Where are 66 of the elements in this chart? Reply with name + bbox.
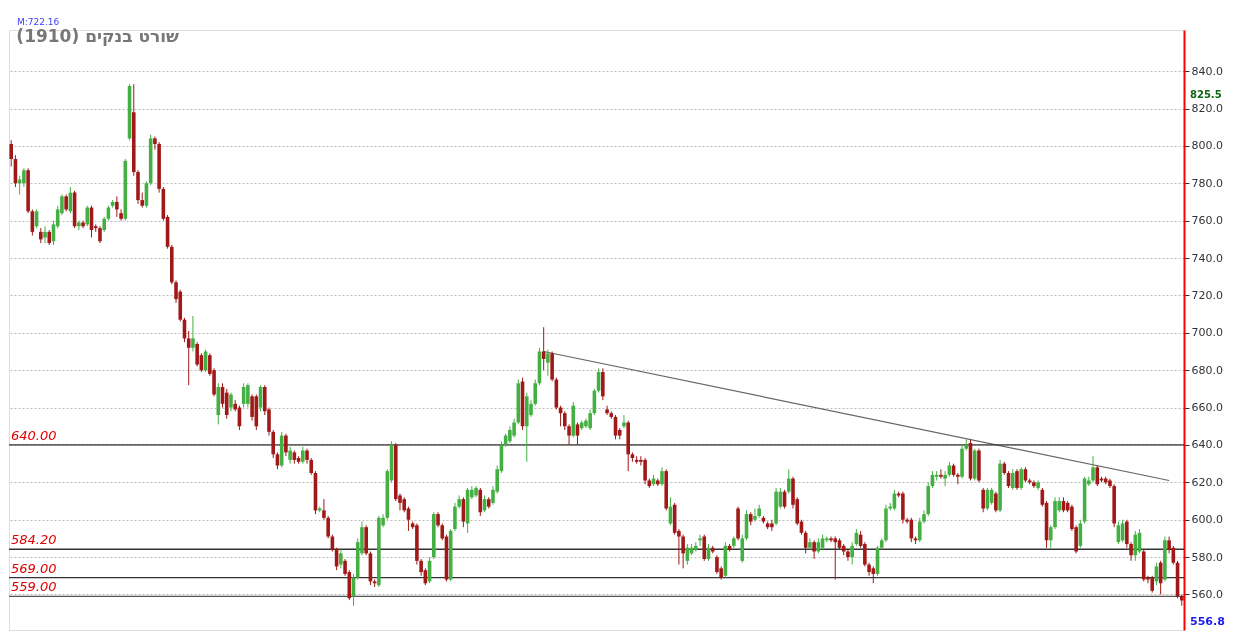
candlestick xyxy=(588,408,592,431)
candlestick xyxy=(85,205,90,227)
candlestick xyxy=(829,536,833,543)
ref-line-label: 569.00 xyxy=(11,560,57,576)
y-tick-label: 620.0 xyxy=(1191,475,1223,489)
y-tick-label: 740.0 xyxy=(1191,251,1223,265)
candlestick xyxy=(740,534,745,564)
candlestick xyxy=(786,468,791,495)
candlestick xyxy=(994,491,998,513)
candlestick xyxy=(698,534,702,547)
y-tick-label: 780.0 xyxy=(1191,176,1223,190)
candlestick xyxy=(846,549,850,562)
ref-line-label: 584.20 xyxy=(11,532,57,548)
candlestick xyxy=(622,414,626,429)
candlestick xyxy=(812,539,816,560)
y-tick-label: 760.0 xyxy=(1191,214,1223,228)
candlestick xyxy=(9,139,14,167)
candlestick xyxy=(1032,479,1036,489)
candlestick xyxy=(22,167,26,188)
chart-title: שורט בנקים (1910) xyxy=(16,26,180,46)
y-tick-label: 680.0 xyxy=(1191,363,1223,377)
candlestick xyxy=(224,388,229,420)
candlestick xyxy=(186,330,191,386)
y-tick-label: 580.0 xyxy=(1191,550,1223,564)
candlestick xyxy=(288,446,292,465)
candlestick xyxy=(284,433,288,457)
candlestick xyxy=(1091,455,1095,483)
candlestick xyxy=(339,549,343,569)
candlestick xyxy=(605,405,609,416)
y-tick-label: 800.0 xyxy=(1191,139,1223,153)
ref-line-label: 559.00 xyxy=(11,579,57,595)
candlestick xyxy=(575,422,580,446)
candlestick xyxy=(246,382,250,409)
candlestick xyxy=(753,508,757,523)
text: 825.5 xyxy=(1190,89,1222,100)
candlestick xyxy=(453,502,457,532)
text: 556.8 xyxy=(1190,615,1225,628)
candlestick xyxy=(981,487,985,513)
ref-line-label: 640.00 xyxy=(11,427,57,443)
y-tick-label: 720.0 xyxy=(1191,288,1223,302)
y-tick-label: 600.0 xyxy=(1191,513,1223,527)
candlestick xyxy=(250,393,254,422)
candlestick xyxy=(229,392,233,412)
y-tick-label: 700.0 xyxy=(1191,326,1223,340)
candlestick xyxy=(715,554,719,575)
text: M:722.16 xyxy=(17,17,60,27)
candlestick xyxy=(1019,466,1023,491)
candlestick xyxy=(43,225,47,244)
candlestick xyxy=(546,349,550,377)
candlestick xyxy=(195,341,199,367)
candlestick xyxy=(660,466,664,487)
candlestick xyxy=(943,470,947,487)
candlestick xyxy=(850,541,854,566)
candlestick xyxy=(1015,468,1019,491)
y-tick-label: 560.0 xyxy=(1191,587,1223,601)
candlestick xyxy=(808,537,812,551)
candlestick xyxy=(191,315,195,352)
y-tick-label: 820.0 xyxy=(1191,102,1223,115)
y-tick-label: 640.0 xyxy=(1191,438,1223,452)
candlestick xyxy=(81,220,85,229)
candlestick xyxy=(770,519,774,532)
y-tick-label: 840.0 xyxy=(1191,64,1223,78)
candlestick xyxy=(115,195,119,218)
y-tick-label: 660.0 xyxy=(1191,401,1223,415)
candlestick xyxy=(643,457,647,485)
candlestick xyxy=(939,468,943,480)
